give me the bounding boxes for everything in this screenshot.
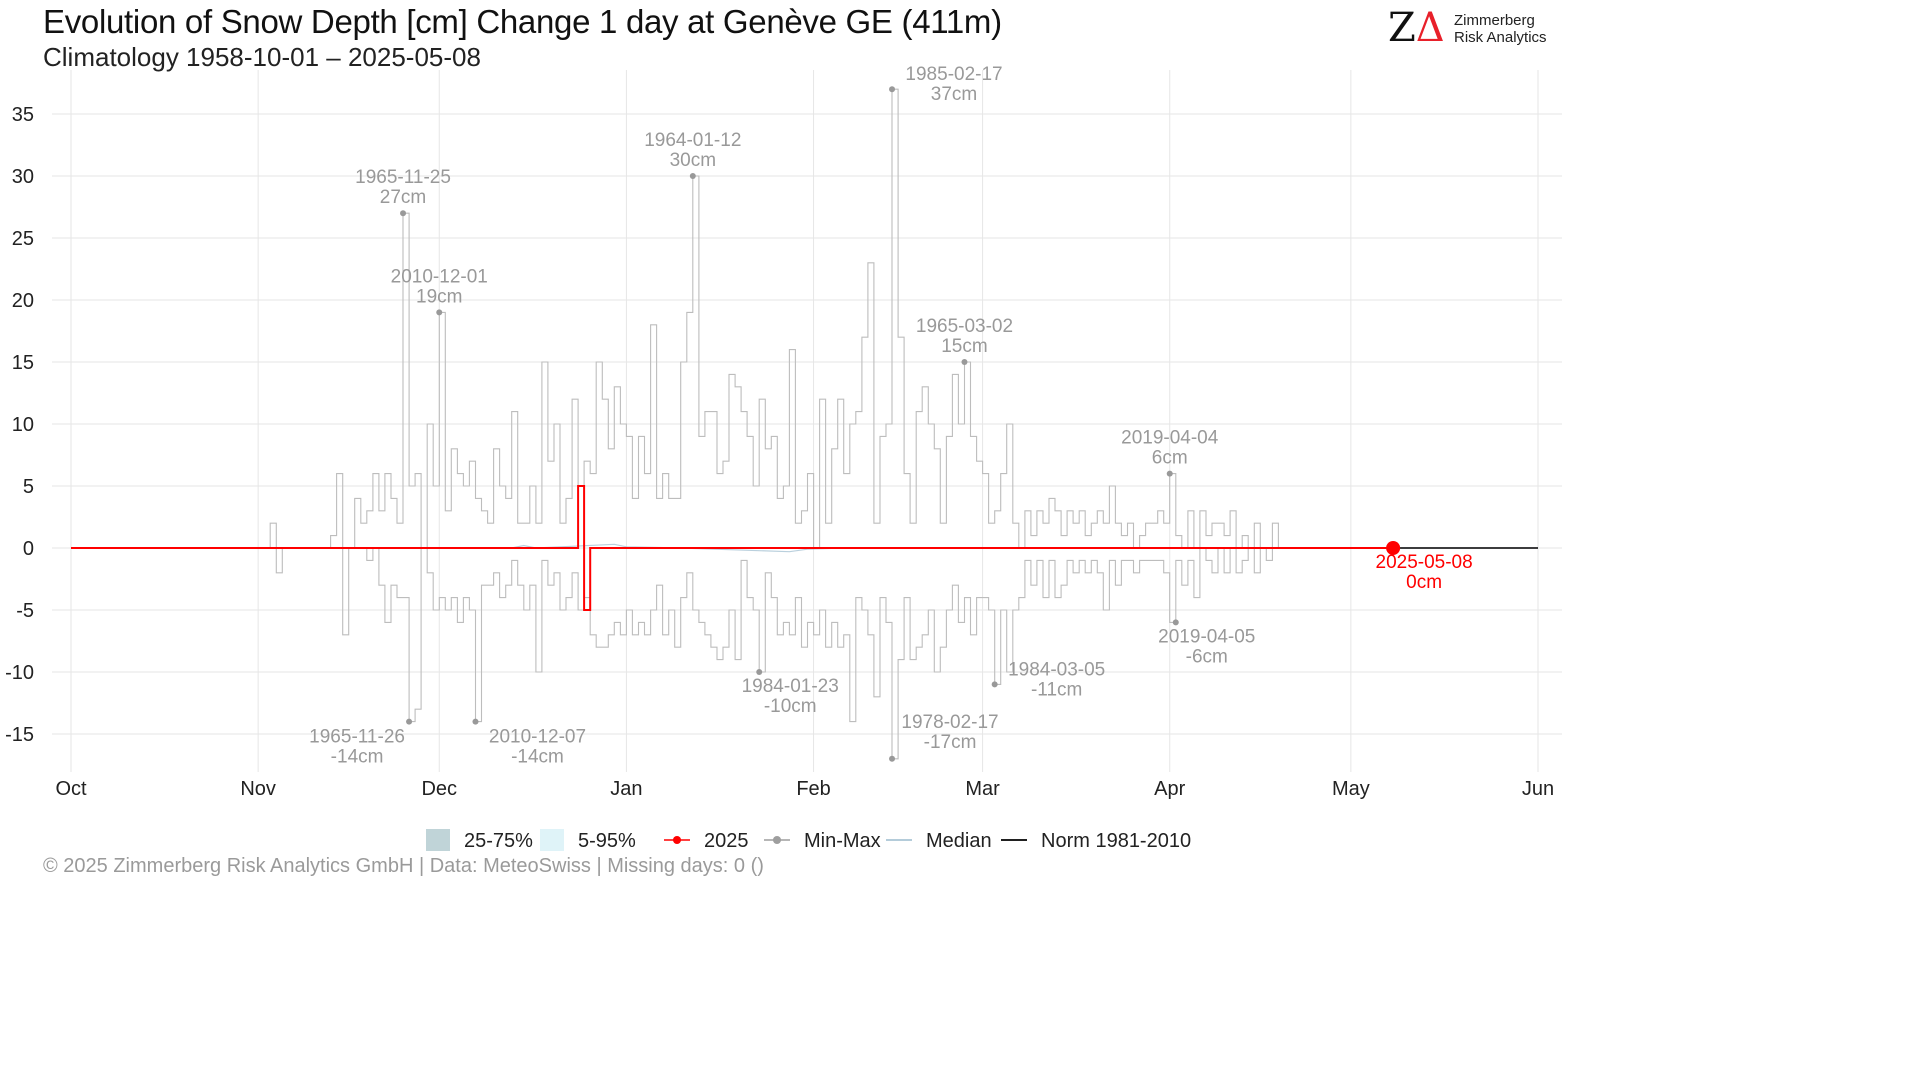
legend-label: Min-Max: [804, 830, 881, 852]
legend-swatch: [426, 829, 450, 851]
annotation-date: 1978-02-17: [901, 712, 998, 733]
min-step-line: [71, 547, 1291, 760]
annotation-date: 2010-12-07: [489, 727, 586, 748]
y-tick-label: -15: [5, 724, 34, 746]
legend-label: 5-95%: [578, 830, 636, 852]
annotation-value: 27cm: [380, 187, 426, 208]
y-tick-label: 15: [12, 352, 34, 374]
footer-copyright: © 2025 Zimmerberg Risk Analytics GmbH | …: [43, 855, 764, 877]
x-tick-label: Oct: [55, 778, 87, 800]
x-tick-label: Mar: [965, 778, 1000, 800]
extreme-point: [889, 86, 896, 93]
annotation-value: 30cm: [670, 150, 716, 171]
annotation-value: -6cm: [1186, 646, 1228, 667]
annotation-value: 19cm: [416, 286, 462, 307]
annotation-date: 1965-03-02: [916, 316, 1013, 337]
logo-line2: Risk Analytics: [1454, 29, 1547, 46]
extreme-point: [889, 755, 896, 762]
legend-label: Median: [926, 830, 992, 852]
extreme-point: [400, 210, 407, 217]
annotation-value: -11cm: [1031, 679, 1082, 700]
legend-label: Norm 1981-2010: [1041, 830, 1191, 852]
current-point: [1386, 541, 1401, 555]
chart-subtitle: Climatology 1958-10-01 – 2025-05-08: [43, 42, 481, 72]
extreme-point: [1166, 470, 1173, 477]
annotation-value: 6cm: [1152, 448, 1188, 469]
legend-point: [773, 836, 781, 844]
annotation-date: 1965-11-26: [309, 727, 405, 748]
annotation-value: -17cm: [924, 732, 977, 753]
x-tick-label: Apr: [1154, 778, 1185, 800]
x-tick-label: May: [1332, 778, 1370, 800]
annotation-date: 2019-04-05: [1158, 626, 1255, 647]
annotation-value: 15cm: [941, 336, 987, 357]
y-axis-ticks: -15 -10 -5 0 5 10 15 20 25 30 35: [5, 104, 34, 746]
annotation-value: -10cm: [764, 696, 817, 717]
x-tick-label: Feb: [796, 778, 830, 800]
annotation-date: 1965-11-25: [355, 167, 451, 188]
y-tick-label: 20: [12, 290, 34, 312]
x-tick-label: Nov: [240, 778, 276, 800]
annotation-date: 2025-05-08: [1376, 552, 1473, 573]
extreme-point: [991, 681, 998, 688]
annotation-value: 0cm: [1406, 572, 1442, 593]
annotation-date: 1985-02-17: [905, 64, 1002, 85]
y-tick-label: -10: [5, 662, 34, 684]
extreme-point: [472, 718, 479, 725]
extreme-point: [436, 309, 443, 316]
max-step-line: [71, 88, 1291, 549]
extreme-point: [961, 359, 968, 365]
legend-point: [673, 836, 681, 844]
chart-title: Evolution of Snow Depth [cm] Change 1 da…: [43, 3, 1002, 40]
legend: 25-75% 5-95% 2025 Min-Max Median Norm 1981-20…: [426, 829, 1191, 852]
logo-z: Z: [1388, 5, 1416, 51]
annotation-value: 37cm: [931, 84, 977, 105]
y-tick-label: 35: [12, 104, 34, 126]
grid: [52, 70, 1562, 772]
annotation-value: -14cm: [511, 747, 564, 768]
annotation-date: 1964-01-12: [644, 130, 741, 151]
x-axis-ticks: Oct Nov Dec Jan Feb Mar Apr May Jun: [55, 778, 1554, 800]
x-tick-label: Jan: [610, 778, 642, 800]
legend-swatch: [540, 829, 564, 851]
current-2025-line: [71, 485, 1394, 611]
logo-text: Zimmerberg Risk Analytics: [1454, 12, 1547, 46]
extreme-point: [689, 173, 696, 179]
x-tick-label: Dec: [421, 778, 457, 800]
logo-delta: Δ: [1415, 5, 1445, 51]
annotation-date: 2019-04-04: [1121, 428, 1219, 449]
annotation-date: 1984-01-23: [742, 676, 839, 697]
y-tick-label: 25: [12, 228, 34, 250]
extreme-point: [406, 718, 413, 725]
y-tick-label: 30: [12, 166, 34, 188]
y-tick-label: -5: [16, 600, 34, 622]
y-tick-label: 0: [23, 538, 34, 560]
series-layer: [71, 88, 1538, 760]
annotation-date: 2010-12-01: [391, 266, 488, 287]
legend-label: 25-75%: [464, 830, 533, 852]
extreme-point: [1172, 619, 1179, 626]
extreme-point: [756, 669, 763, 675]
logo-mark: ZΔ: [1388, 8, 1445, 48]
annotation-value: -14cm: [331, 747, 384, 768]
y-tick-label: 10: [12, 414, 34, 436]
legend-label: 2025: [704, 830, 749, 852]
y-tick-label: 5: [23, 476, 34, 498]
logo-line1: Zimmerberg: [1454, 12, 1535, 29]
x-tick-label: Jun: [1522, 778, 1554, 800]
company-logo: ZΔ Zimmerberg Risk Analytics: [1388, 8, 1558, 52]
annotation-date: 1984-03-05: [1008, 659, 1105, 680]
